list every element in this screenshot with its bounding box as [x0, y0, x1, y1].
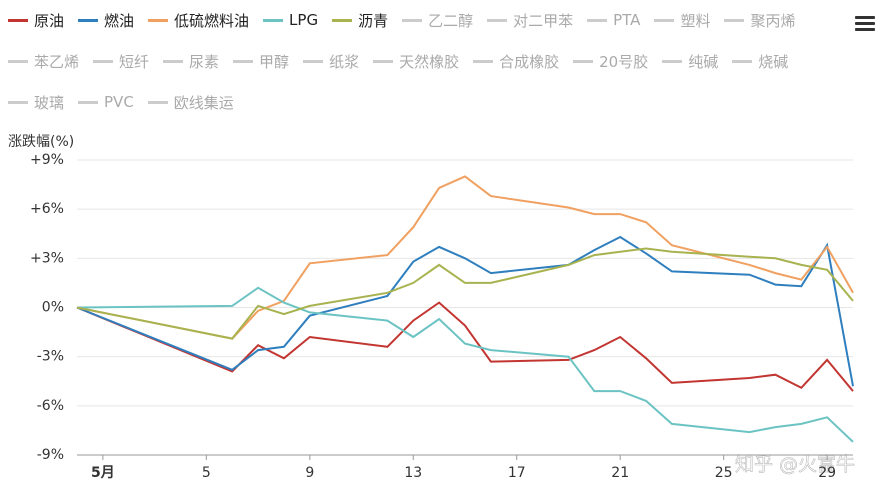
legend-label: 苯乙烯: [34, 52, 80, 71]
legend-item[interactable]: 玻璃: [8, 90, 64, 114]
legend-swatch: [8, 59, 28, 63]
legend-swatch: [473, 59, 494, 63]
legend-label: 甲醇: [259, 52, 290, 71]
legend-item[interactable]: PTA: [587, 8, 640, 32]
legend-swatch: [573, 59, 594, 63]
legend-swatch: [263, 18, 284, 22]
legend-swatch: [724, 18, 745, 22]
legend-swatch: [402, 18, 423, 22]
legend-item[interactable]: 沥青: [332, 8, 388, 32]
x-tick-label: 13: [404, 465, 422, 481]
x-tick-label: 29: [818, 465, 836, 481]
watermark: 知乎 @火富牛: [735, 454, 855, 476]
series-line: [76, 286, 854, 443]
y-tick-label: +9%: [30, 152, 64, 168]
legend-item[interactable]: 聚丙烯: [724, 8, 795, 32]
legend-label: 尿素: [189, 52, 220, 71]
legend-item[interactable]: LPG: [263, 8, 318, 32]
legend-label: 燃油: [104, 11, 135, 30]
legend-label: 纯碱: [688, 52, 719, 71]
legend-item[interactable]: 原油: [8, 8, 64, 32]
y-axis-label: 涨跌幅(%): [8, 134, 74, 150]
legend-item[interactable]: 合成橡胶: [473, 49, 559, 73]
legend-label: 原油: [34, 11, 65, 30]
legend-label: 低硫燃料油: [174, 11, 250, 30]
x-tick-label: 25: [715, 465, 733, 481]
series-line: [76, 301, 854, 392]
legend-swatch: [148, 18, 169, 22]
legend-swatch: [78, 100, 99, 104]
legend-label: LPG: [289, 11, 319, 29]
legend-item[interactable]: PVC: [78, 90, 134, 114]
legend-item[interactable]: 苯乙烯: [8, 49, 79, 73]
y-tick-label: 0%: [42, 300, 64, 316]
legend-swatch: [662, 59, 683, 63]
legend-label: 天然橡胶: [399, 52, 460, 71]
legend-item[interactable]: 纯碱: [662, 49, 718, 73]
menu-button[interactable]: [855, 16, 875, 34]
legend-swatch: [8, 100, 28, 104]
legend-item[interactable]: 燃油: [78, 8, 134, 32]
legend-item[interactable]: 塑料: [654, 8, 710, 32]
y-tick-label: -9%: [37, 447, 64, 463]
x-tick-label: 9: [305, 465, 314, 481]
series-line: [76, 247, 854, 340]
legend-swatch: [487, 18, 508, 22]
series-line: [76, 235, 854, 387]
legend-swatch: [93, 59, 114, 63]
y-tick-label: -6%: [37, 398, 64, 414]
x-tick-label: 5月: [91, 465, 115, 481]
legend-item[interactable]: 20号胶: [573, 49, 648, 73]
legend-item[interactable]: 对二甲苯: [487, 8, 573, 32]
legend-swatch: [8, 18, 28, 22]
legend-swatch: [233, 59, 254, 63]
legend-item[interactable]: 尿素: [163, 49, 219, 73]
legend: 原油 燃油 低硫燃料油 LPG 沥青 乙二醇 对二甲苯 PTA 塑料 聚丙烯苯乙烯 短纤 尿素 甲醇 纸浆…: [8, 8, 838, 114]
legend-item[interactable]: 乙二醇: [402, 8, 473, 32]
legend-label: PTA: [613, 11, 641, 29]
legend-label: 对二甲苯: [513, 11, 574, 30]
legend-item[interactable]: 低硫燃料油: [148, 8, 249, 32]
legend-item[interactable]: 甲醇: [233, 49, 289, 73]
legend-label: 塑料: [680, 11, 711, 30]
legend-swatch: [303, 59, 324, 63]
legend-swatch: [373, 59, 394, 63]
legend-item[interactable]: 纸浆: [303, 49, 359, 73]
legend-swatch: [163, 59, 184, 63]
legend-label: 欧线集运: [173, 93, 234, 112]
legend-item[interactable]: 欧线集运: [147, 90, 234, 114]
y-tick-label: +3%: [30, 250, 64, 266]
legend-label: PVC: [104, 93, 134, 111]
legend-label: 短纤: [119, 52, 150, 71]
legend-swatch: [654, 18, 675, 22]
legend-label: 聚丙烯: [750, 11, 796, 30]
legend-swatch: [78, 18, 99, 22]
legend-label: 烧碱: [758, 52, 789, 71]
legend-label: 合成橡胶: [499, 52, 560, 71]
legend-label: 沥青: [358, 11, 389, 30]
legend-label: 纸浆: [329, 52, 360, 71]
legend-item[interactable]: 短纤: [93, 49, 149, 73]
legend-swatch: [147, 100, 168, 104]
x-tick-label: 21: [611, 465, 629, 481]
series-line: [76, 175, 854, 340]
legend-label: 玻璃: [34, 93, 65, 112]
y-tick-label: +6%: [30, 201, 64, 217]
legend-swatch: [587, 18, 608, 22]
legend-swatch: [732, 59, 753, 63]
x-tick-label: 17: [508, 465, 526, 481]
legend-label: 乙二醇: [428, 11, 474, 30]
legend-label: 20号胶: [599, 52, 649, 71]
legend-item[interactable]: 烧碱: [732, 49, 788, 73]
legend-item[interactable]: 天然橡胶: [373, 49, 459, 73]
y-tick-label: -3%: [37, 349, 64, 365]
legend-swatch: [332, 18, 353, 22]
x-tick-label: 5: [202, 465, 211, 481]
